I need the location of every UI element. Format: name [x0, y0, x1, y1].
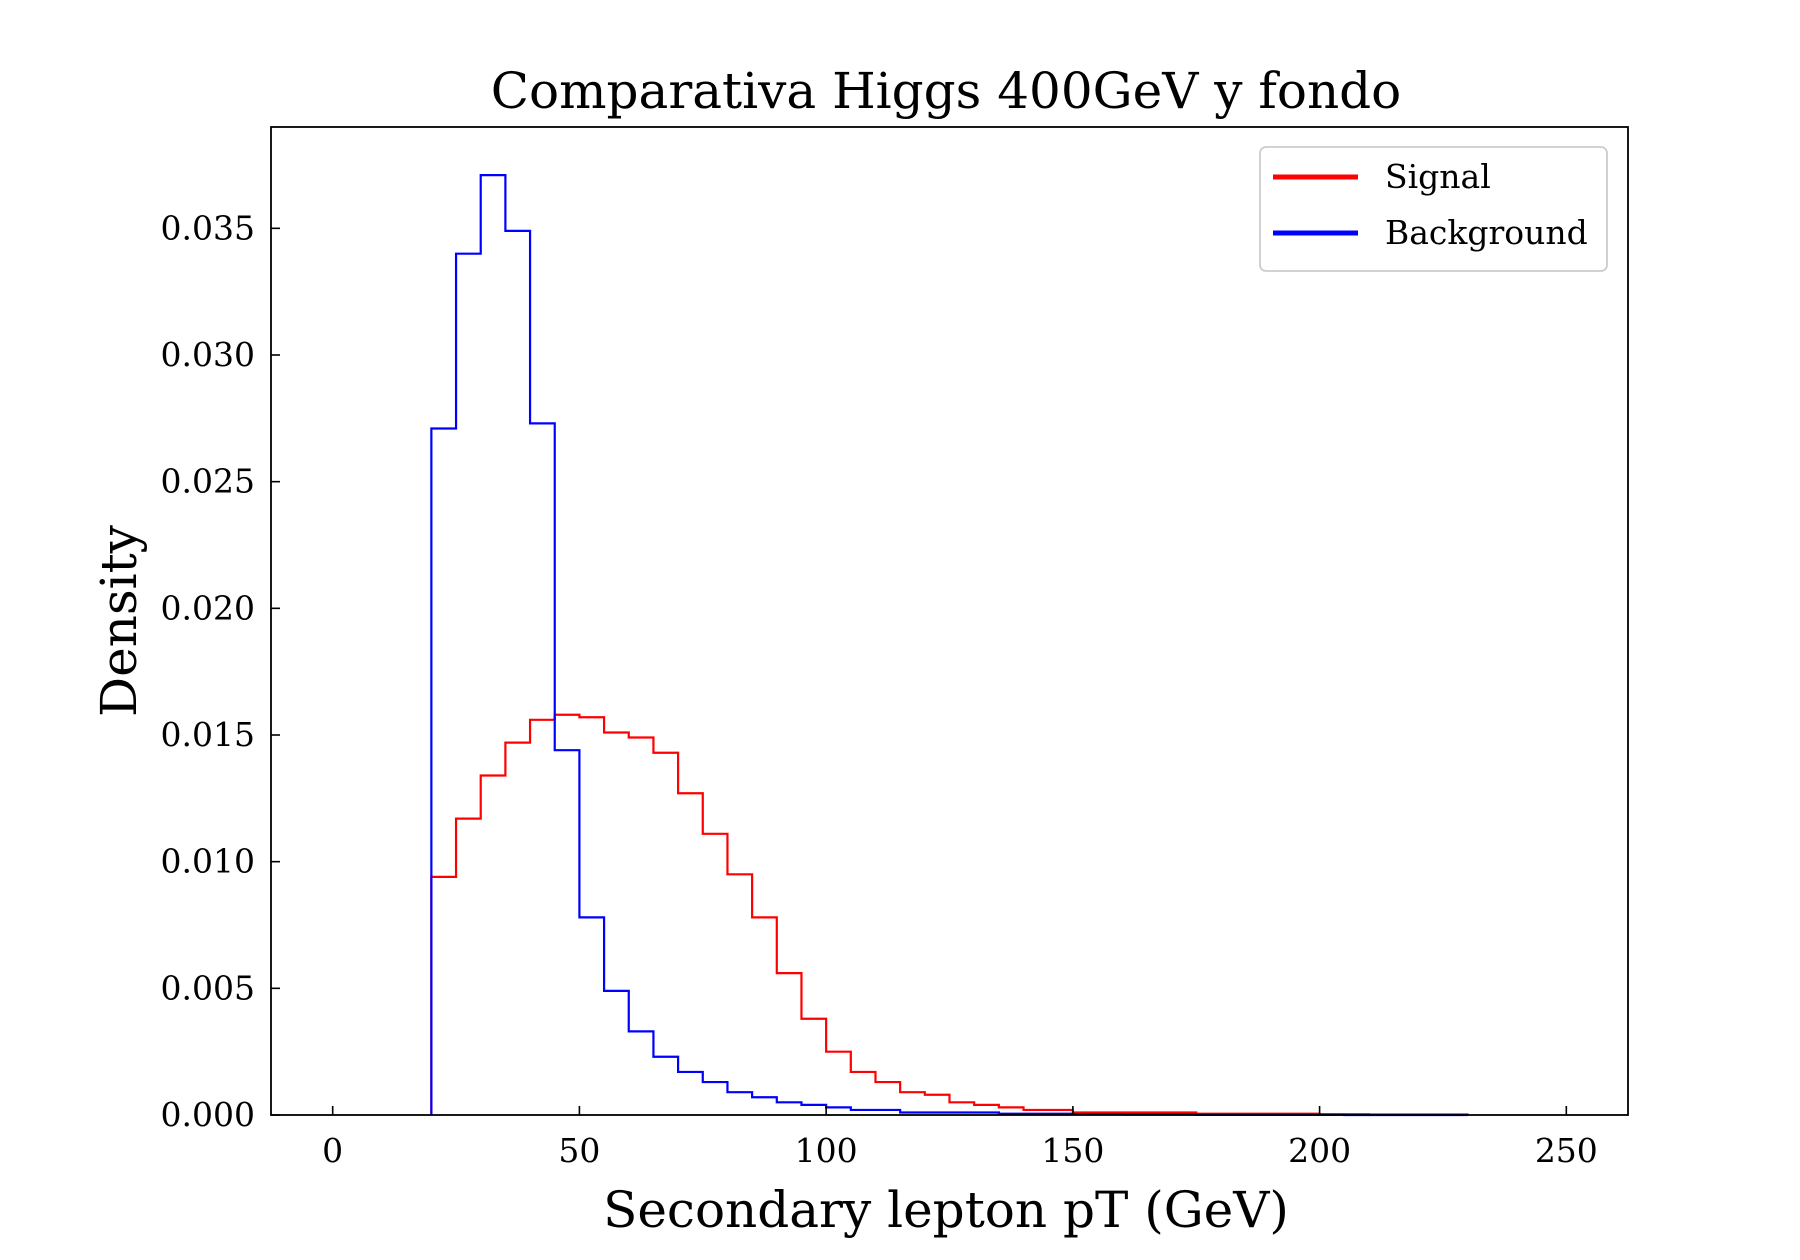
- y-axis: 0.000 0.005 0.010 0.015 0.020 0.025 0.030 0.035: [161, 208, 280, 1134]
- x-tick-label: 200: [1288, 1131, 1351, 1170]
- legend: Signal Background: [1259, 146, 1608, 272]
- x-axis: 0 50 100 150 200 250: [322, 1106, 1598, 1170]
- x-tick-label: 150: [1041, 1131, 1104, 1170]
- y-tick-label: 0.015: [161, 715, 255, 754]
- y-tick-label: 0.010: [161, 842, 255, 881]
- x-axis-label: Secondary lepton pT (GeV): [603, 1181, 1289, 1239]
- x-tick-label: 50: [558, 1131, 600, 1170]
- y-tick-label: 0.025: [161, 462, 255, 501]
- chart-title: Comparativa Higgs 400GeV y fondo: [491, 62, 1402, 120]
- axes-frame: [270, 126, 1629, 1116]
- x-tick-label: 250: [1535, 1131, 1598, 1170]
- y-tick-label: 0.000: [161, 1095, 255, 1134]
- y-tick-label: 0.035: [161, 208, 255, 247]
- legend-signal-label: Signal: [1385, 157, 1491, 196]
- y-tick-label: 0.020: [161, 588, 255, 627]
- y-tick-label: 0.005: [161, 968, 255, 1007]
- x-tick-label: 0: [322, 1131, 343, 1170]
- y-axis-label: Density: [90, 524, 148, 717]
- y-tick-label: 0.030: [161, 335, 255, 374]
- legend-background-label: Background: [1385, 213, 1588, 252]
- x-tick-label: 100: [795, 1131, 858, 1170]
